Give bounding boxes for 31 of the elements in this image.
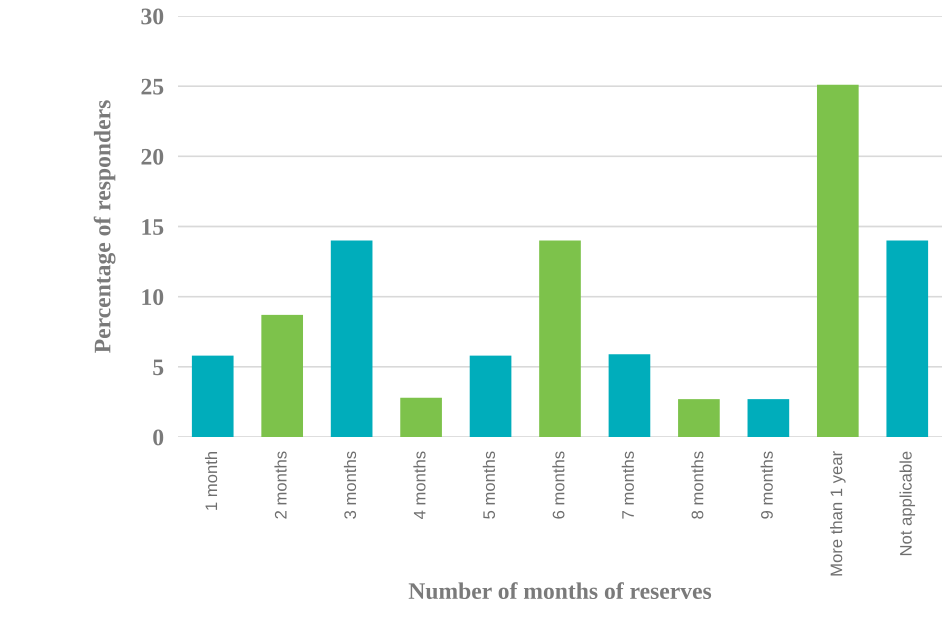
bar <box>748 399 790 437</box>
bar <box>192 356 234 437</box>
y-tick-label: 10 <box>142 289 164 306</box>
y-tick-label: 25 <box>141 78 164 95</box>
x-tick-label: 9 months <box>760 451 773 519</box>
bar <box>330 240 372 437</box>
bar <box>400 398 442 437</box>
y-tick-label: 15 <box>142 219 164 235</box>
y-tick-label: 5 <box>153 360 164 376</box>
bar <box>539 240 581 437</box>
y-tick-label: 30 <box>141 8 164 24</box>
x-tick-label: 8 months <box>691 451 704 519</box>
y-axis-title: Percentage of responders <box>94 100 116 353</box>
bar <box>470 356 512 437</box>
bar <box>261 314 304 437</box>
x-tick-label: 7 months <box>622 451 634 519</box>
x-tick-label: 6 months <box>552 451 564 519</box>
x-tick-label: More than 1 year <box>830 451 846 576</box>
x-tick-label: 3 months <box>344 451 356 519</box>
bar <box>678 399 720 437</box>
x-tick-label: 2 months <box>274 451 287 519</box>
bar <box>816 84 859 437</box>
y-tick-label: 0 <box>153 429 164 446</box>
x-axis-title: Number of months of reserves <box>408 582 712 600</box>
x-tick-label: 5 months <box>482 451 496 519</box>
x-tick-label: 4 months <box>413 451 426 520</box>
x-tick-label: 1 month <box>204 452 218 510</box>
bar <box>608 354 650 437</box>
x-tick-label: Not applicable <box>900 452 916 556</box>
y-tick-label: 20 <box>141 148 164 165</box>
bar <box>886 240 928 437</box>
